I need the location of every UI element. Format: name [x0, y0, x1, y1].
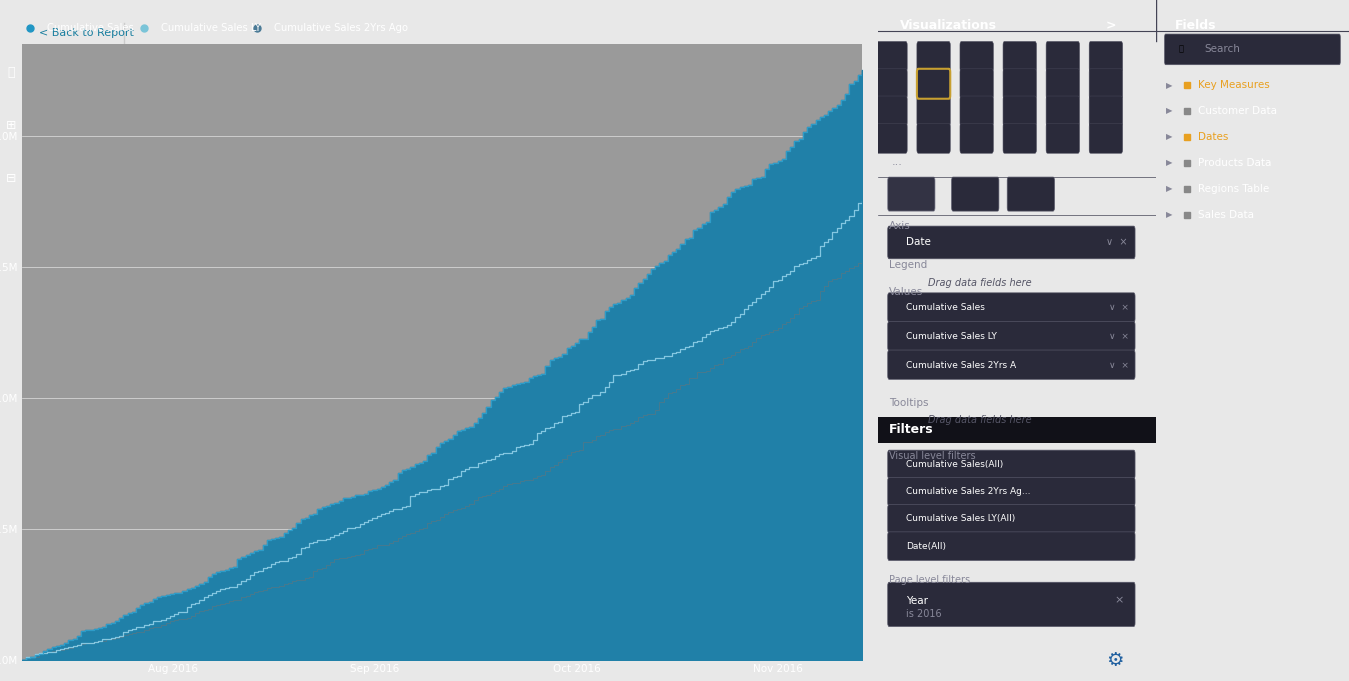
Text: Cumulative Sales 2Yrs Ag...: Cumulative Sales 2Yrs Ag... [905, 487, 1031, 496]
FancyBboxPatch shape [1004, 96, 1036, 126]
Text: ▶: ▶ [1166, 132, 1172, 142]
FancyBboxPatch shape [951, 177, 998, 211]
Text: Cumulative Sales(All): Cumulative Sales(All) [905, 460, 1004, 469]
FancyBboxPatch shape [1164, 34, 1341, 65]
Text: ∨  ×: ∨ × [1109, 360, 1129, 370]
FancyBboxPatch shape [1004, 42, 1036, 72]
Text: 🔍: 🔍 [1179, 44, 1184, 54]
FancyBboxPatch shape [1004, 123, 1036, 153]
Text: Customer Data: Customer Data [1198, 106, 1278, 116]
Text: ∨  ×: ∨ × [1106, 238, 1128, 247]
Text: ▶: ▶ [1166, 184, 1172, 193]
FancyBboxPatch shape [1089, 69, 1122, 99]
Text: >: > [1106, 19, 1117, 32]
Text: Sales Data: Sales Data [1198, 210, 1255, 219]
Text: is 2016: is 2016 [905, 609, 942, 619]
FancyBboxPatch shape [960, 96, 993, 126]
Text: ×: × [1114, 596, 1124, 605]
FancyBboxPatch shape [1089, 123, 1122, 153]
Text: Date: Date [905, 238, 931, 247]
Text: Date(All): Date(All) [905, 541, 946, 551]
FancyBboxPatch shape [917, 42, 950, 72]
FancyBboxPatch shape [1008, 177, 1055, 211]
FancyBboxPatch shape [1045, 69, 1079, 99]
Text: ∨  ×: ∨ × [1109, 303, 1129, 313]
Text: Filters: Filters [889, 423, 934, 437]
Text: Cumulative Sales 2Yrs A: Cumulative Sales 2Yrs A [905, 360, 1016, 370]
Text: Fields: Fields [1175, 19, 1217, 32]
Bar [878, 417, 1156, 443]
Text: Drag data fields here: Drag data fields here [928, 278, 1032, 288]
FancyBboxPatch shape [960, 123, 993, 153]
Text: Cumulative Sales: Cumulative Sales [905, 303, 985, 313]
Text: Dates: Dates [1198, 132, 1229, 142]
Text: ⊟: ⊟ [5, 172, 16, 185]
Text: ▶: ▶ [1166, 80, 1172, 90]
FancyBboxPatch shape [888, 177, 935, 211]
Text: ▶: ▶ [1166, 210, 1172, 219]
FancyBboxPatch shape [1004, 69, 1036, 99]
FancyBboxPatch shape [874, 123, 907, 153]
FancyBboxPatch shape [888, 450, 1135, 479]
FancyBboxPatch shape [888, 293, 1135, 322]
Text: Year: Year [905, 596, 928, 605]
FancyBboxPatch shape [1089, 96, 1122, 126]
FancyBboxPatch shape [1089, 42, 1122, 72]
FancyBboxPatch shape [917, 69, 950, 99]
FancyBboxPatch shape [874, 69, 907, 99]
Text: ∨  ×: ∨ × [1109, 332, 1129, 341]
Text: Products Data: Products Data [1198, 158, 1272, 168]
FancyBboxPatch shape [874, 96, 907, 126]
FancyBboxPatch shape [874, 42, 907, 72]
FancyBboxPatch shape [1045, 123, 1079, 153]
Text: ...: ... [892, 157, 902, 167]
FancyBboxPatch shape [888, 505, 1135, 533]
FancyBboxPatch shape [888, 226, 1135, 259]
Text: Tooltips: Tooltips [889, 398, 928, 409]
Text: Visualizations: Visualizations [900, 19, 997, 32]
FancyBboxPatch shape [888, 477, 1135, 506]
FancyBboxPatch shape [917, 69, 950, 99]
Text: Cumulative Sales LY: Cumulative Sales LY [905, 332, 997, 341]
Text: Axis: Axis [889, 221, 911, 232]
FancyBboxPatch shape [1045, 42, 1079, 72]
FancyBboxPatch shape [888, 532, 1135, 560]
Text: Key Measures: Key Measures [1198, 80, 1271, 90]
Text: Search: Search [1205, 44, 1240, 54]
FancyBboxPatch shape [917, 96, 950, 126]
Text: 📊: 📊 [7, 66, 15, 80]
Text: Drag data fields here: Drag data fields here [928, 415, 1032, 426]
FancyBboxPatch shape [888, 582, 1135, 627]
Text: Legend: Legend [889, 260, 927, 270]
Text: ▶: ▶ [1166, 158, 1172, 168]
FancyBboxPatch shape [917, 123, 950, 153]
Text: Page level filters: Page level filters [889, 575, 970, 586]
Text: Visual level filters: Visual level filters [889, 451, 975, 461]
FancyBboxPatch shape [888, 321, 1135, 351]
FancyBboxPatch shape [960, 42, 993, 72]
Text: ⚙: ⚙ [1106, 651, 1124, 670]
Text: Cumulative Sales 2Yrs Ago: Cumulative Sales 2Yrs Ago [274, 23, 407, 33]
FancyBboxPatch shape [1045, 96, 1079, 126]
Text: Values: Values [889, 287, 923, 298]
Text: Regions Table: Regions Table [1198, 184, 1269, 193]
FancyBboxPatch shape [960, 69, 993, 99]
Text: Cumulative Sales LY(All): Cumulative Sales LY(All) [905, 514, 1014, 524]
Text: ▶: ▶ [1166, 106, 1172, 116]
Text: Cumulative Sales: Cumulative Sales [47, 23, 134, 33]
Text: Cumulative Sales LY: Cumulative Sales LY [161, 23, 260, 33]
FancyBboxPatch shape [888, 350, 1135, 379]
Text: ⊞: ⊞ [5, 119, 16, 132]
Text: < Back to Report: < Back to Report [39, 27, 134, 37]
